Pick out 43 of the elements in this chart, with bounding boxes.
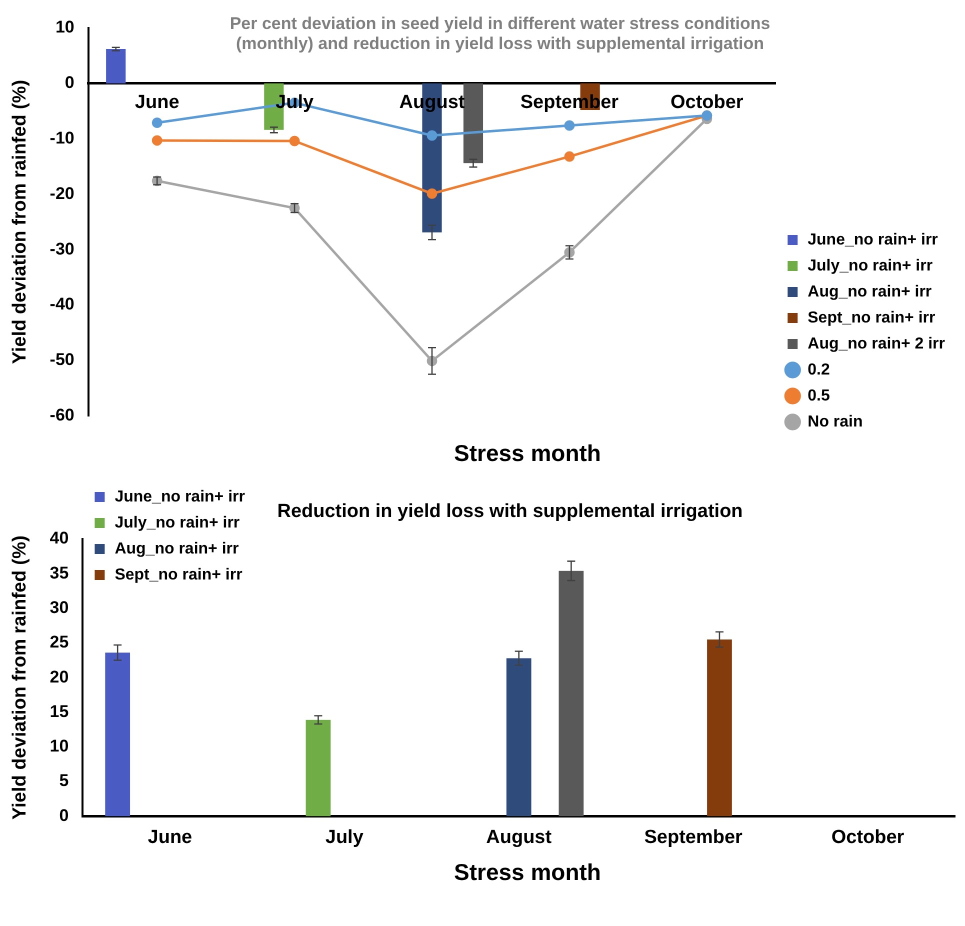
x-tick-label: October [831, 826, 905, 848]
legend-label: 0.2 [808, 361, 830, 378]
y-tick-label: -10 [50, 128, 74, 148]
y-tick-label: 30 [50, 598, 69, 617]
y-axis-title: Yield deviation from rainfed (%) [10, 80, 31, 364]
legend-label: Aug_no rain+ irr [808, 283, 932, 300]
y-tick-label: -30 [50, 239, 74, 258]
y-tick-label: -60 [50, 405, 74, 424]
x-tick-label: August [486, 826, 552, 848]
x-tick-label: October [670, 92, 744, 114]
y-axis-title: Yield deviation from rainfed (%) [10, 535, 31, 820]
y-tick-label: 35 [50, 563, 69, 582]
legend-label: June_no rain+ irr [808, 231, 938, 248]
legend-label: July_no rain+ irr [808, 257, 933, 274]
legend-label: Aug_no rain+ 2 irr [808, 335, 946, 352]
y-tick-label: 0 [64, 73, 74, 92]
y-tick-label: 25 [50, 632, 69, 652]
x-tick-label: June [134, 92, 180, 114]
y-tick-label: -20 [50, 184, 74, 203]
y-tick-label: -50 [50, 350, 74, 370]
y-tick-label: 15 [50, 702, 69, 721]
x-axis-title: Stress month [453, 859, 602, 886]
y-tick-label: 20 [50, 667, 69, 686]
legend-label: 0.5 [808, 387, 830, 404]
y-tick-label: 10 [50, 736, 69, 756]
x-axis-title: Stress month [453, 440, 602, 467]
chart-title: Reduction in yield loss with supplemental irrigation [277, 501, 743, 522]
legend-label: Sept_no rain+ irr [808, 309, 936, 326]
legend-label: June_no rain+ irr [114, 488, 245, 506]
legend-label: July_no rain+ irr [114, 514, 240, 532]
x-tick-label: June [148, 826, 192, 848]
x-tick-label: July [276, 92, 314, 114]
y-tick-label: 40 [50, 528, 69, 548]
y-tick-label: 0 [59, 806, 69, 825]
y-tick-label: -40 [50, 294, 74, 314]
chart-title: Per cent deviation in seed yield in different water stress conditions (monthly) and reduction in yield loss with supplemental irrigation [228, 14, 772, 54]
legend-label: No rain [808, 413, 863, 430]
legend-label: Aug_no rain+ irr [114, 540, 239, 558]
x-tick-label: September [644, 826, 744, 848]
y-tick-label: 5 [59, 771, 69, 790]
y-tick-label: 10 [55, 18, 74, 37]
x-tick-label: July [325, 826, 364, 848]
legend-label: Sept_no rain+ irr [114, 566, 242, 584]
